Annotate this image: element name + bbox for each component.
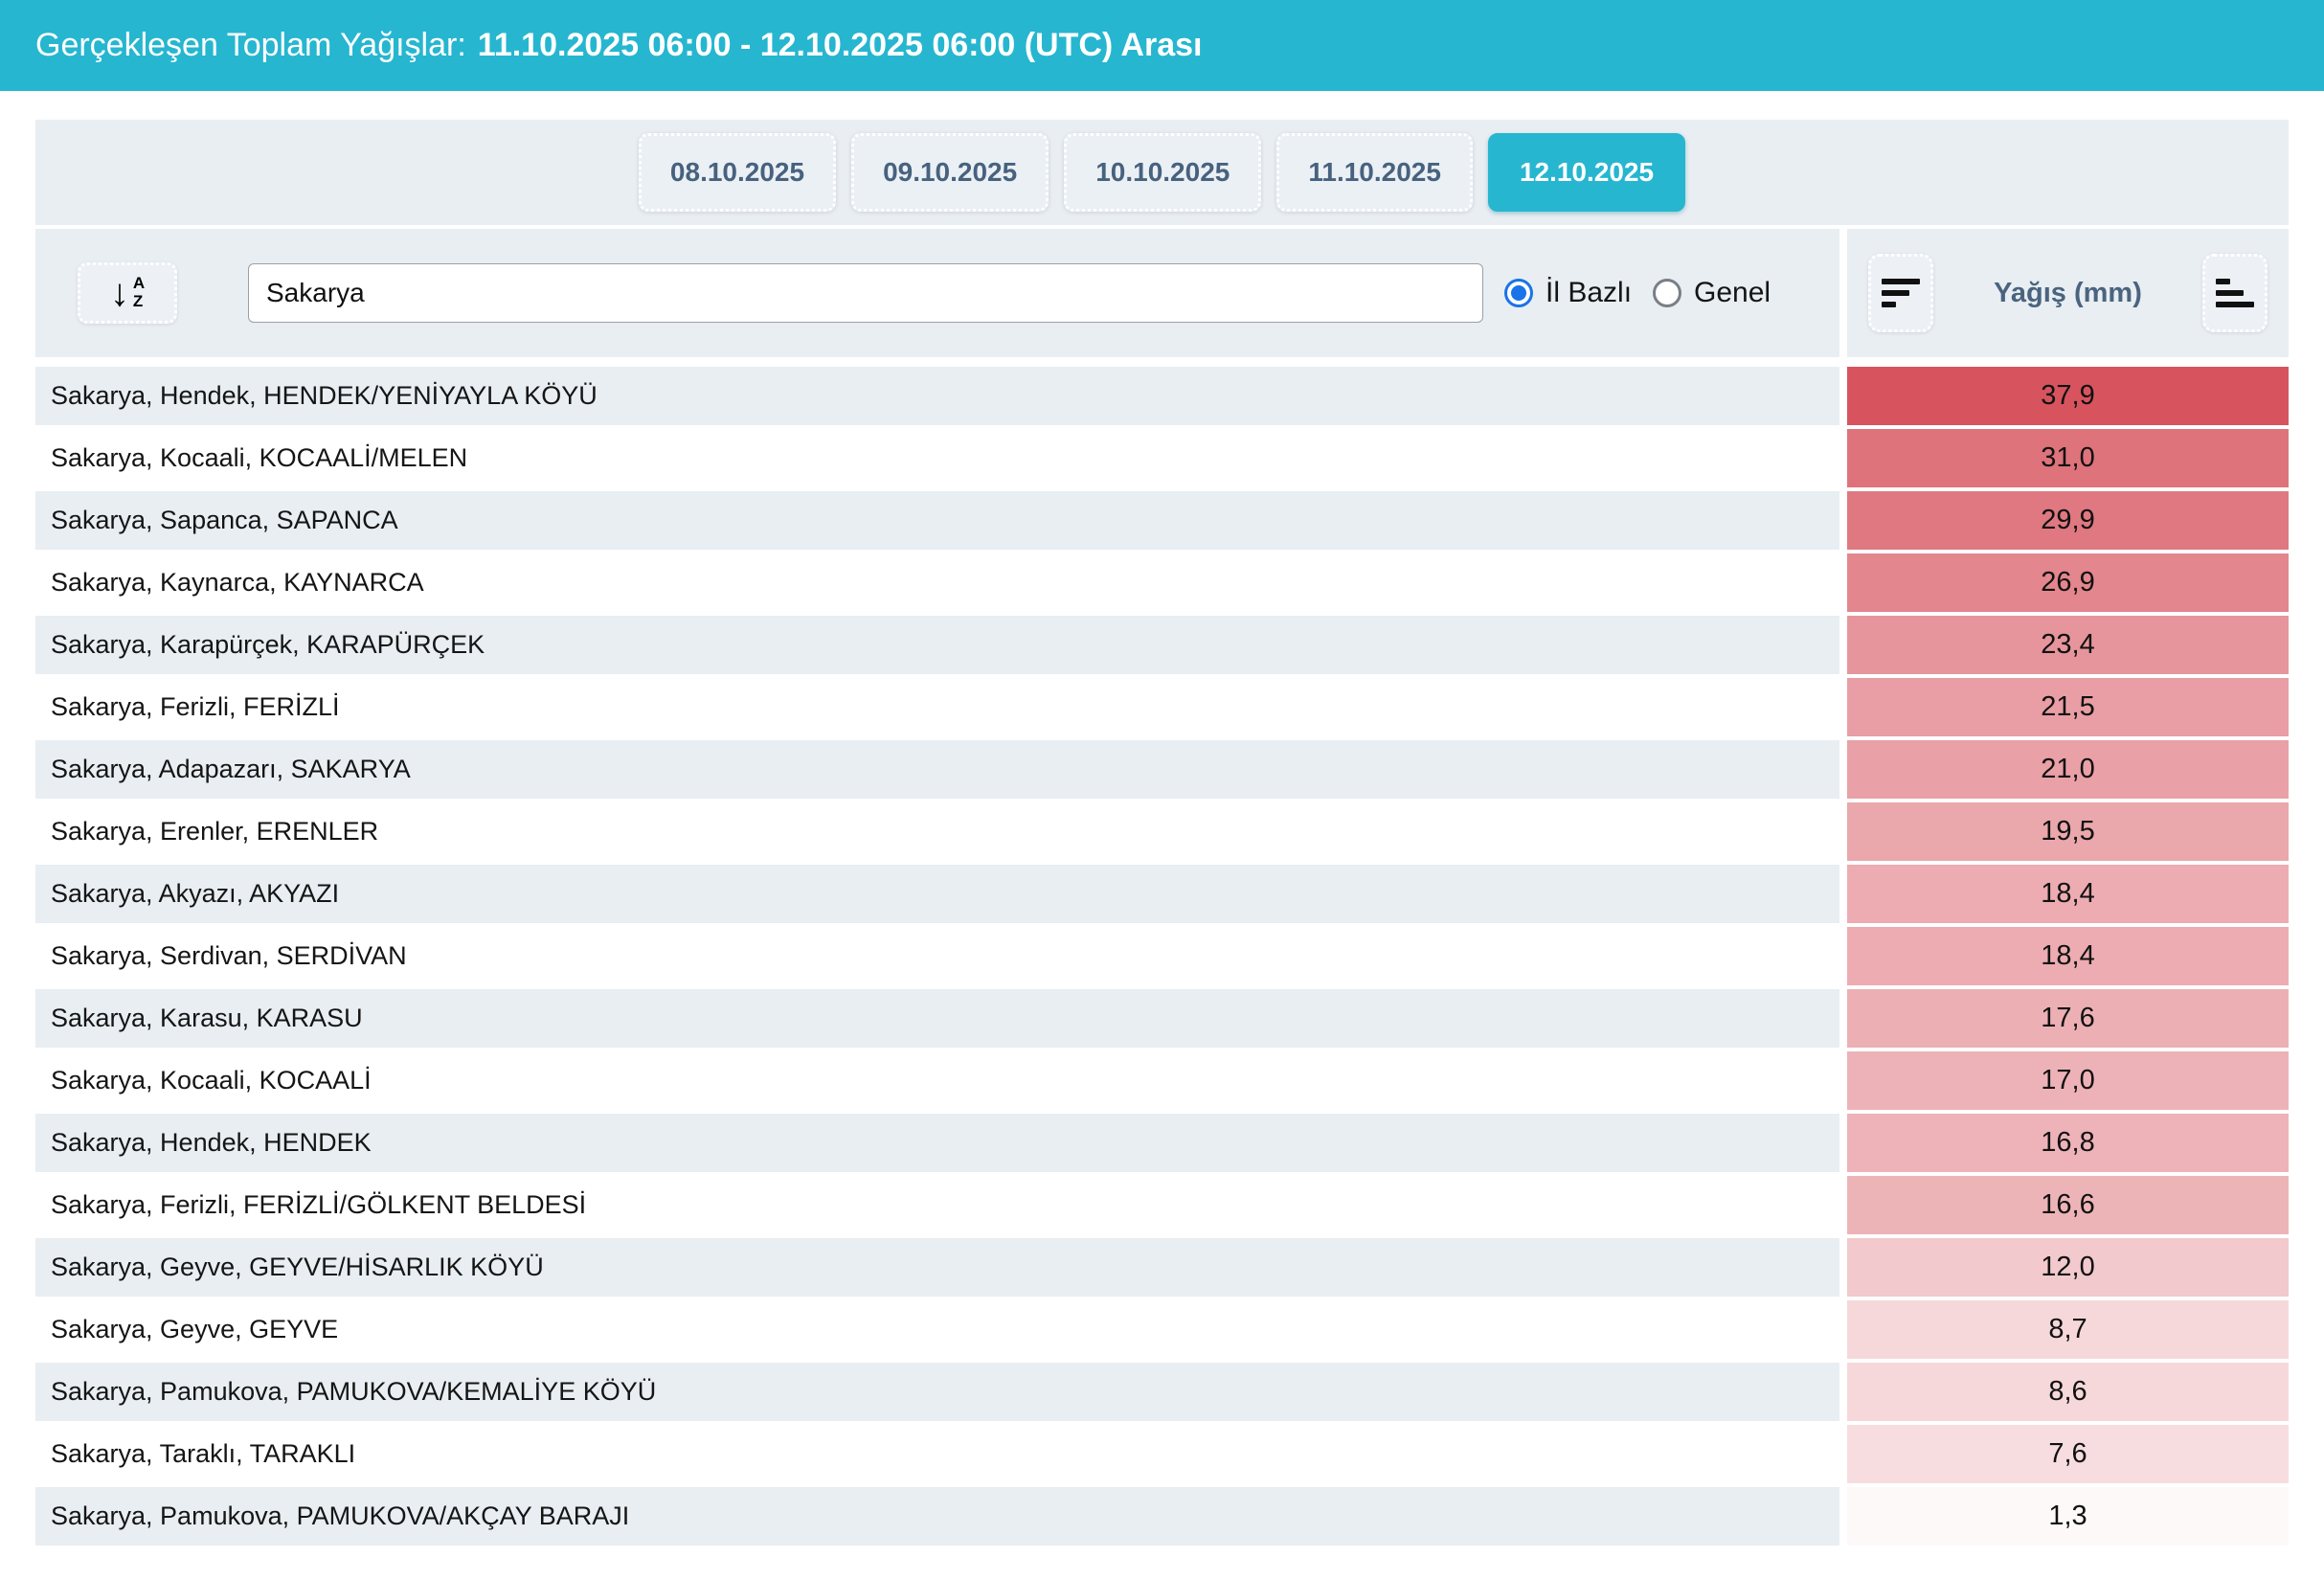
value-column-header: Yağış (mm) (1847, 229, 2289, 357)
table-row: Sakarya, Kaynarca, KAYNARCA 26,9 (35, 553, 2289, 612)
rainfall-value-cell: 37,9 (1847, 367, 2289, 425)
rainfall-value-cell: 17,0 (1847, 1051, 2289, 1110)
station-cell: Sakarya, Kaynarca, KAYNARCA (35, 553, 1839, 612)
radio-unselected-icon (1653, 279, 1682, 307)
radio-il-bazli-label: İl Bazlı (1546, 277, 1633, 308)
title-bar: Gerçekleşen Toplam Yağışlar: 11.10.2025 0… (0, 0, 2324, 91)
station-cell: Sakarya, Geyve, GEYVE (35, 1300, 1839, 1359)
table-row: Sakarya, Ferizli, FERİZLİ 21,5 (35, 678, 2289, 736)
station-cell: Sakarya, Hendek, HENDEK/YENİYAYLA KÖYÜ (35, 367, 1839, 425)
station-table: Sakarya, Hendek, HENDEK/YENİYAYLA KÖYÜ 37… (35, 367, 2289, 1546)
table-row: Sakarya, Kocaali, KOCAALİ 17,0 (35, 1051, 2289, 1110)
date-tabs: 08.10.2025 09.10.2025 10.10.2025 11.10.2025… (35, 120, 2289, 225)
table-row: Sakarya, Pamukova, PAMUKOVA/AKÇAY BARAJI… (35, 1487, 2289, 1546)
radio-selected-icon (1504, 279, 1533, 307)
content-container: 08.10.2025 09.10.2025 10.10.2025 11.10.2025… (35, 120, 2289, 1546)
radio-genel-label: Genel (1694, 277, 1771, 308)
date-tab-12.10.2025[interactable]: 12.10.2025 (1487, 133, 1686, 212)
table-row: Sakarya, Serdivan, SERDİVAN 18,4 (35, 927, 2289, 985)
rainfall-value-cell: 8,7 (1847, 1300, 2289, 1359)
table-row: Sakarya, Karapürçek, KARAPÜRÇEK 23,4 (35, 616, 2289, 674)
rainfall-value-cell: 26,9 (1847, 553, 2289, 612)
table-row: Sakarya, Pamukova, PAMUKOVA/KEMALİYE KÖY… (35, 1363, 2289, 1421)
table-row: Sakarya, Adapazarı, SAKARYA 21,0 (35, 740, 2289, 799)
station-cell: Sakarya, Taraklı, TARAKLI (35, 1425, 1839, 1483)
station-cell: Sakarya, Pamukova, PAMUKOVA/KEMALİYE KÖY… (35, 1363, 1839, 1421)
rainfall-value-cell: 21,5 (1847, 678, 2289, 736)
page-title: Gerçekleşen Toplam Yağışlar: 11.10.2025 0… (35, 27, 1202, 64)
station-cell: Sakarya, Ferizli, FERİZLİ (35, 678, 1839, 736)
radio-il-bazli[interactable]: İl Bazlı (1504, 277, 1632, 309)
rainfall-value-cell: 12,0 (1847, 1238, 2289, 1297)
rainfall-value-cell: 16,6 (1847, 1176, 2289, 1234)
table-row: Sakarya, Hendek, HENDEK 16,8 (35, 1114, 2289, 1172)
table-row: Sakarya, Taraklı, TARAKLI 7,6 (35, 1425, 2289, 1483)
station-cell: Sakarya, Sapanca, SAPANCA (35, 491, 1839, 550)
value-column-title: Yağış (mm) (1994, 277, 2142, 308)
table-row: Sakarya, Geyve, GEYVE 8,7 (35, 1300, 2289, 1359)
sort-alphabetical-icon: ↓ (109, 272, 129, 314)
rainfall-value-cell: 23,4 (1847, 616, 2289, 674)
rainfall-value-cell: 18,4 (1847, 865, 2289, 923)
rainfall-value-cell: 7,6 (1847, 1425, 2289, 1483)
date-tab-08.10.2025[interactable]: 08.10.2025 (638, 133, 837, 212)
table-row: Sakarya, Erenler, ERENLER 19,5 (35, 802, 2289, 861)
table-row: Sakarya, Ferizli, FERİZLİ/GÖLKENT BELDES… (35, 1176, 2289, 1234)
station-cell: Sakarya, Pamukova, PAMUKOVA/AKÇAY BARAJI (35, 1487, 1839, 1546)
date-tab-09.10.2025[interactable]: 09.10.2025 (851, 133, 1049, 212)
rainfall-value-cell: 8,6 (1847, 1363, 2289, 1421)
station-cell: Sakarya, Adapazarı, SAKARYA (35, 740, 1839, 799)
rainfall-value-cell: 21,0 (1847, 740, 2289, 799)
rainfall-value-cell: 17,6 (1847, 989, 2289, 1048)
rainfall-value-cell: 31,0 (1847, 429, 2289, 487)
rainfall-value-cell: 19,5 (1847, 802, 2289, 861)
search-input[interactable] (248, 263, 1483, 323)
sort-ascending-button[interactable] (2202, 254, 2268, 332)
station-cell: Sakarya, Serdivan, SERDİVAN (35, 927, 1839, 985)
sort-descending-button[interactable] (1868, 254, 1933, 332)
station-cell: Sakarya, Geyve, GEYVE/HİSARLIK KÖYÜ (35, 1238, 1839, 1297)
table-row: Sakarya, Akyazı, AKYAZI 18,4 (35, 865, 2289, 923)
station-cell: Sakarya, Ferizli, FERİZLİ/GÖLKENT BELDES… (35, 1176, 1839, 1234)
station-toolbar: ↓ A Z İl Bazlı Genel (35, 229, 1839, 357)
station-cell: Sakarya, Akyazı, AKYAZI (35, 865, 1839, 923)
sort-amount-ascending-icon (2216, 279, 2254, 307)
sort-alphabetical-button[interactable]: ↓ A Z (78, 262, 177, 324)
table-row: Sakarya, Hendek, HENDEK/YENİYAYLA KÖYÜ 37… (35, 367, 2289, 425)
table-row: Sakarya, Geyve, GEYVE/HİSARLIK KÖYÜ 12,0 (35, 1238, 2289, 1297)
date-tab-10.10.2025[interactable]: 10.10.2025 (1064, 133, 1262, 212)
page-title-range: 11.10.2025 06:00 - 12.10.2025 06:00 (UTC… (477, 27, 1203, 63)
rainfall-value-cell: 29,9 (1847, 491, 2289, 550)
sort-alphabetical-letters: A Z (132, 274, 146, 310)
table-row: Sakarya, Kocaali, KOCAALİ/MELEN 31,0 (35, 429, 2289, 487)
date-tab-11.10.2025[interactable]: 11.10.2025 (1276, 133, 1473, 212)
scope-radio-group: İl Bazlı Genel (1504, 277, 1771, 309)
station-cell: Sakarya, Kocaali, KOCAALİ (35, 1051, 1839, 1110)
sort-amount-descending-icon (1882, 279, 1920, 307)
station-cell: Sakarya, Karapürçek, KARAPÜRÇEK (35, 616, 1839, 674)
table-header: ↓ A Z İl Bazlı Genel (35, 229, 2289, 357)
station-cell: Sakarya, Kocaali, KOCAALİ/MELEN (35, 429, 1839, 487)
station-cell: Sakarya, Karasu, KARASU (35, 989, 1839, 1048)
rainfall-value-cell: 1,3 (1847, 1487, 2289, 1546)
station-cell: Sakarya, Hendek, HENDEK (35, 1114, 1839, 1172)
table-row: Sakarya, Karasu, KARASU 17,6 (35, 989, 2289, 1048)
page-title-prefix: Gerçekleşen Toplam Yağışlar: (35, 27, 466, 63)
radio-genel[interactable]: Genel (1653, 277, 1771, 309)
rainfall-value-cell: 18,4 (1847, 927, 2289, 985)
station-cell: Sakarya, Erenler, ERENLER (35, 802, 1839, 861)
table-row: Sakarya, Sapanca, SAPANCA 29,9 (35, 491, 2289, 550)
rainfall-value-cell: 16,8 (1847, 1114, 2289, 1172)
